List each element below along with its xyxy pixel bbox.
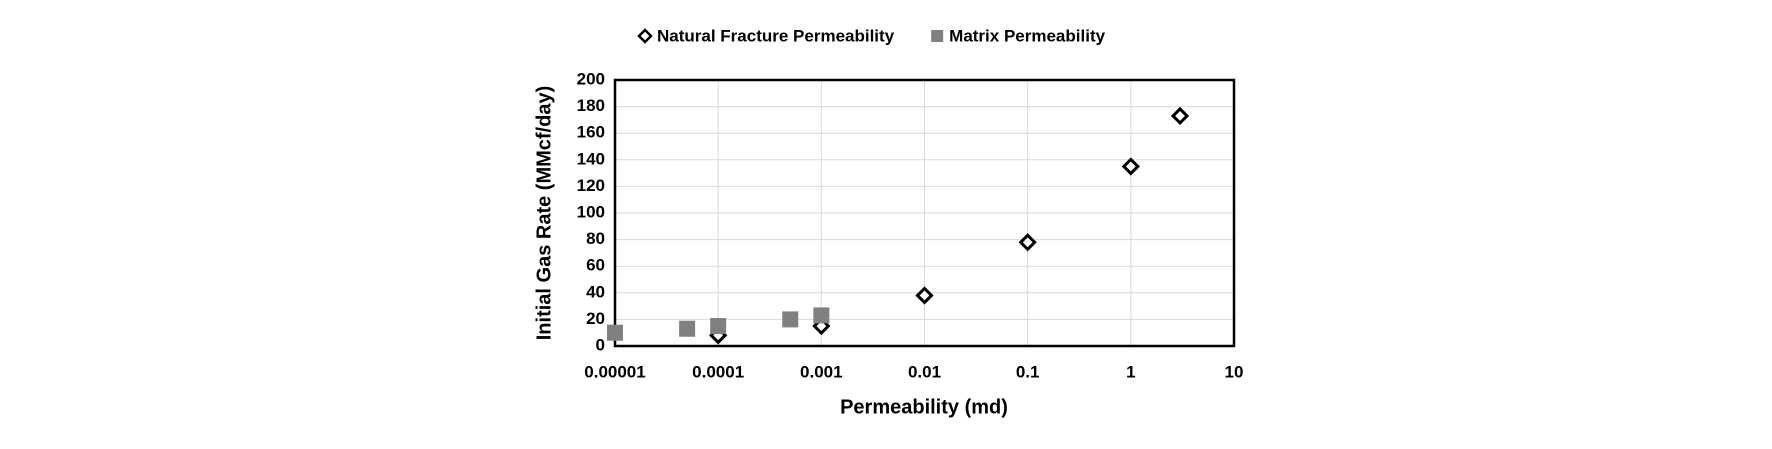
y-tick-label: 0 (596, 335, 605, 354)
x-tick-label: 0.00001 (584, 362, 645, 381)
point (1121, 157, 1140, 176)
legend-marker (931, 30, 944, 42)
point (915, 286, 934, 305)
point (607, 324, 623, 341)
y-tick-label: 80 (586, 229, 605, 248)
point (679, 320, 696, 337)
point (813, 307, 830, 324)
x-tick-label: 0.0001 (692, 362, 744, 381)
legend-label: Matrix Permeability (949, 26, 1105, 45)
plot-frame (613, 78, 1236, 348)
point (1018, 233, 1037, 252)
legend-item: Matrix Permeability (931, 26, 1106, 45)
point (782, 311, 799, 328)
y-tick-label: 20 (586, 309, 605, 328)
point (1170, 106, 1190, 126)
y-tick-label: 160 (577, 123, 605, 142)
x-tick-label: 0.01 (908, 362, 941, 381)
legend-label: Natural Fracture Permeability (657, 26, 895, 45)
x-tick-label: 10 (1225, 362, 1244, 381)
y-tick-label: 120 (577, 176, 605, 195)
y-tick-label: 180 (577, 96, 605, 115)
y-tick-label: 140 (577, 149, 605, 168)
legend-marker (637, 28, 653, 44)
point (710, 318, 727, 335)
y-tick-label: 60 (586, 256, 605, 275)
y-tick-label: 100 (577, 202, 605, 221)
y-tick-label: 40 (586, 282, 605, 301)
legend-item: Natural Fracture Permeability (637, 26, 895, 45)
y-tick-label: 200 (577, 69, 605, 88)
y-axis-title: Initial Gas Rate (MMcf/day) (533, 86, 555, 341)
x-tick-label: 0.1 (1016, 362, 1040, 381)
x-axis-title: Permeability (md) (840, 396, 1008, 418)
x-tick-label: 0.001 (800, 362, 843, 381)
x-tick-label: 1 (1126, 362, 1135, 381)
